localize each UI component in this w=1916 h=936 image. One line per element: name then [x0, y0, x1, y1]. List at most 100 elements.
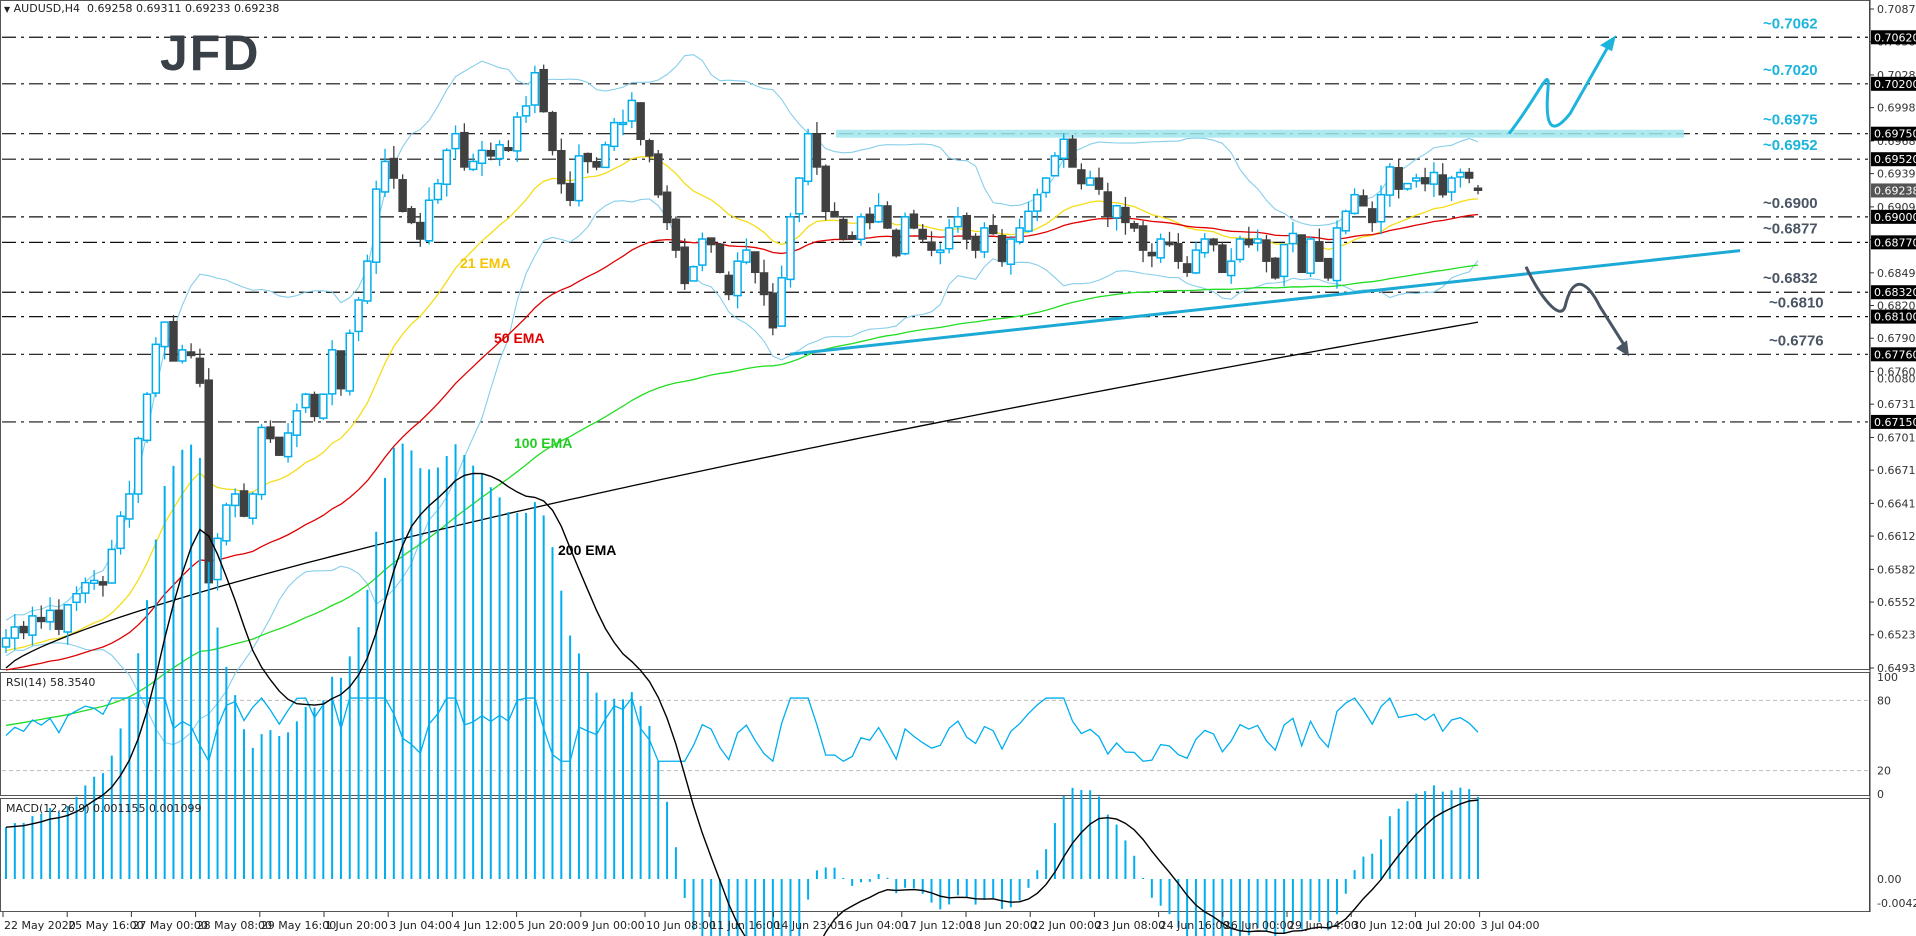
svg-text:9 Jun 00:00: 9 Jun 00:00	[582, 919, 645, 932]
level-annotation: ~0.6900	[1763, 195, 1818, 212]
ema-100-line	[5, 264, 1479, 727]
svg-text:1 Jul 20:00: 1 Jul 20:00	[1416, 919, 1475, 932]
bearish-scenario-arrow[interactable]	[1524, 266, 1627, 348]
ema-lines	[5, 156, 1479, 727]
svg-text:23 Jun 08:00: 23 Jun 08:00	[1095, 919, 1165, 932]
svg-text:0.65525: 0.65525	[1877, 596, 1916, 609]
svg-text:0.69985: 0.69985	[1877, 102, 1916, 115]
price-tag	[1871, 285, 1916, 300]
level-annotation: ~0.7020	[1763, 62, 1818, 79]
price-tag	[1871, 152, 1916, 167]
price-axis[interactable]: 0.708750.705800.702800.699850.696850.693…	[1869, 0, 1916, 912]
uptrend-line[interactable]	[789, 249, 1741, 356]
price-tag	[1871, 126, 1916, 141]
ema-50-line	[5, 213, 1479, 671]
svg-text:26 Jun 00:00: 26 Jun 00:00	[1224, 919, 1294, 932]
main-pane	[0, 0, 1870, 670]
svg-text:4 Jun 12:00: 4 Jun 12:00	[453, 919, 516, 932]
svg-text:30 Jun 12:00: 30 Jun 12:00	[1352, 919, 1422, 932]
svg-text:0.70620: 0.70620	[1874, 31, 1916, 44]
svg-text:0.67905: 0.67905	[1877, 332, 1916, 345]
svg-text:25 May 16:00: 25 May 16:00	[68, 919, 143, 932]
bullish-scenario-arrow[interactable]	[1507, 42, 1612, 135]
svg-text:0.66415: 0.66415	[1877, 497, 1916, 510]
level-annotation: ~0.6975	[1763, 112, 1818, 129]
svg-text:11 Jun 16:00: 11 Jun 16:00	[710, 919, 780, 932]
ohlc-values: 0.69258 0.69311 0.69233 0.69238	[86, 2, 280, 15]
svg-text:29 May 16:00: 29 May 16:00	[261, 919, 336, 932]
arrow-head-icon	[1616, 340, 1629, 357]
symbol-label: AUDUSD,H4	[13, 2, 80, 15]
bollinger-bands	[5, 54, 1479, 746]
svg-text:24 Jun 16:00: 24 Jun 16:00	[1160, 919, 1230, 932]
price-tag	[1871, 209, 1916, 224]
svg-text:0.68320: 0.68320	[1874, 286, 1916, 299]
svg-text:-0.004234: -0.004234	[1877, 897, 1916, 910]
price-tag	[1871, 309, 1916, 324]
svg-text:100: 100	[1877, 671, 1898, 684]
price-tag	[1871, 30, 1916, 45]
ema-21-line	[5, 156, 1479, 652]
candlesticks	[1, 64, 1483, 654]
svg-text:0.00: 0.00	[1877, 873, 1902, 886]
svg-text:22 May 2020: 22 May 2020	[4, 919, 76, 932]
price-tag	[1871, 235, 1916, 250]
svg-text:18 Jun 20:00: 18 Jun 20:00	[967, 919, 1037, 932]
svg-text:0.70200: 0.70200	[1874, 78, 1916, 91]
level-annotation: ~0.7062	[1763, 15, 1818, 32]
collapse-triangle-icon[interactable]: ▼	[4, 5, 11, 14]
svg-text:0.008072: 0.008072	[1877, 373, 1916, 386]
jfd-logo: JFD	[160, 25, 260, 81]
resistance-zone[interactable]	[836, 129, 1684, 138]
rsi-label: RSI(14) 58.3540	[6, 676, 96, 689]
price-tag	[1871, 347, 1916, 362]
svg-text:5 Jun 20:00: 5 Jun 20:00	[518, 919, 581, 932]
current-price-tag	[1871, 183, 1916, 198]
symbol-header: ▼ AUDUSD,H4 0.69258 0.69311 0.69233 0.69…	[4, 2, 279, 15]
ema-label: 100 EMA	[514, 435, 572, 451]
ema-label: 21 EMA	[460, 255, 511, 271]
svg-text:27 May 00:00: 27 May 00:00	[132, 919, 207, 932]
svg-text:22 Jun 00:00: 22 Jun 00:00	[1031, 919, 1101, 932]
macd-label: MACD(12,26,9) 0.001155 0.001099	[6, 802, 202, 815]
ema-200-line	[5, 321, 1479, 669]
svg-text:80: 80	[1877, 694, 1891, 707]
svg-text:0.69750: 0.69750	[1874, 128, 1916, 141]
svg-text:0.70875: 0.70875	[1877, 3, 1916, 16]
svg-text:29 Jun 04:00: 29 Jun 04:00	[1288, 919, 1358, 932]
svg-text:0.69238: 0.69238	[1874, 184, 1916, 197]
svg-text:0.67605: 0.67605	[1877, 365, 1916, 378]
rsi-pane	[0, 672, 1870, 796]
ema-labels: 21 EMA 50 EMA 100 EMA 200 EMA	[460, 255, 616, 558]
level-annotation: ~0.6877	[1763, 220, 1818, 237]
svg-text:28 May 08:00: 28 May 08:00	[197, 919, 272, 932]
macd-indicator: 0.008072 0.00 -0.004234	[5, 373, 1916, 936]
svg-text:10 Jun 08:00: 10 Jun 08:00	[646, 919, 716, 932]
svg-text:0.67760: 0.67760	[1874, 348, 1916, 361]
macd-signal-line	[5, 472, 1479, 936]
price-tag	[1871, 76, 1916, 91]
level-annotation: ~0.6776	[1769, 332, 1824, 349]
svg-text:0.66715: 0.66715	[1877, 464, 1916, 477]
svg-text:3 Jun 04:00: 3 Jun 04:00	[389, 919, 452, 932]
rsi-indicator: 100 80 20 0	[2, 671, 1898, 801]
svg-text:0.69000: 0.69000	[1874, 211, 1916, 224]
level-annotations: ~0.7062 ~0.7020 ~0.6975 ~0.6952 ~0.6900 ~0.68…	[1763, 15, 1824, 349]
svg-text:JFD: JFD	[160, 25, 260, 81]
svg-text:0.68495: 0.68495	[1877, 267, 1916, 280]
svg-text:3 Jul 04:00: 3 Jul 04:00	[1481, 919, 1540, 932]
svg-text:16 Jun 04:00: 16 Jun 04:00	[839, 919, 909, 932]
svg-text:0.67150: 0.67150	[1874, 416, 1916, 429]
svg-text:0: 0	[1877, 788, 1884, 801]
svg-text:0.69520: 0.69520	[1874, 153, 1916, 166]
svg-text:0.68770: 0.68770	[1874, 236, 1916, 249]
level-annotation: ~0.6832	[1763, 270, 1818, 287]
